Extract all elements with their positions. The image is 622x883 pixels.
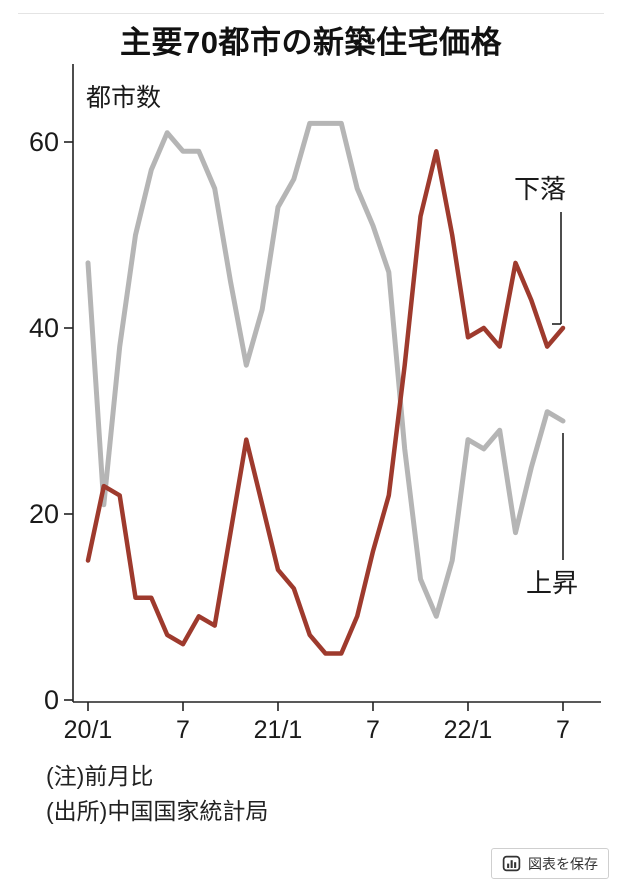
y-tick-label: 40 — [29, 313, 59, 343]
x-tick-label: 20/1 — [64, 716, 113, 744]
y-axis-unit-label: 都市数 — [86, 84, 161, 112]
x-tick-label: 7 — [176, 716, 190, 744]
series-line-rise — [85, 120, 566, 619]
series-line-decline — [85, 149, 566, 656]
x-tick-label: 22/1 — [444, 716, 493, 744]
x-tick-label: 7 — [556, 716, 570, 744]
save-chart-label: 図表を保存 — [528, 855, 598, 872]
chart-source: (出所)中国国家統計局 — [46, 798, 269, 824]
bar-chart-icon — [502, 854, 521, 873]
top-divider — [18, 13, 604, 14]
y-tick-label: 0 — [44, 685, 59, 715]
decline-label: 下落 — [514, 174, 566, 204]
save-chart-button[interactable]: 図表を保存 — [491, 848, 609, 879]
x-tick-label: 21/1 — [254, 716, 303, 744]
y-tick-label: 60 — [29, 127, 59, 157]
chart-title: 主要70都市の新築住宅価格 — [120, 25, 502, 60]
y-tick-label: 20 — [29, 499, 59, 529]
chart-note: (注)前月比 — [46, 763, 154, 789]
rise-label: 上昇 — [526, 568, 578, 598]
x-tick-label: 7 — [366, 716, 380, 744]
